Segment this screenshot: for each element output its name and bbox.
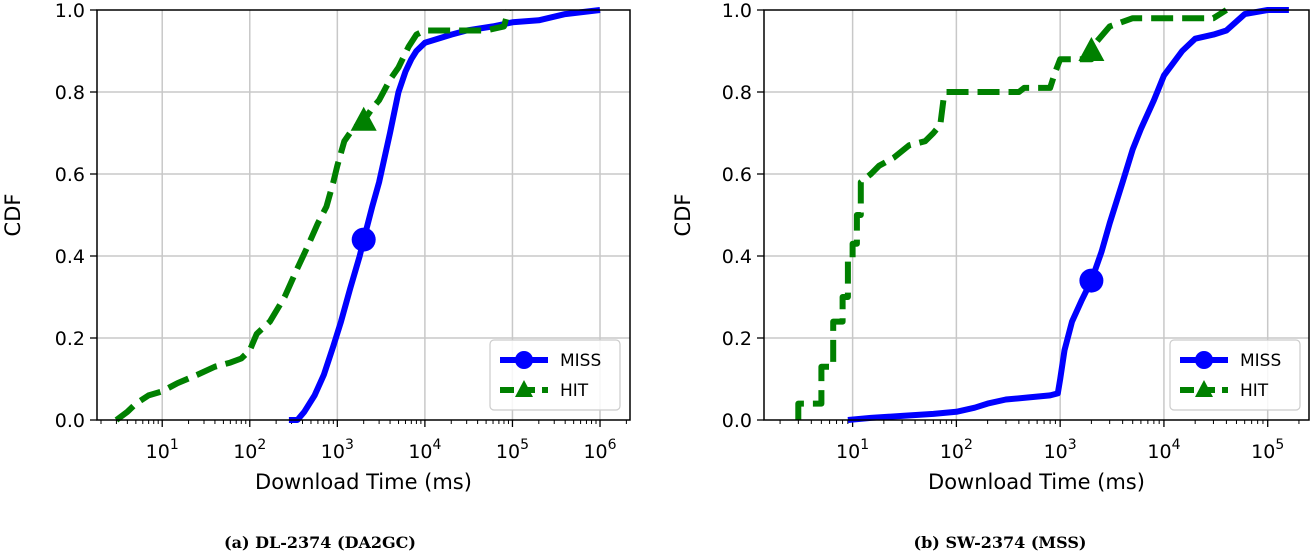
- chart-download-time-cdf-a: 101 102 103 104 105 106 0.0 0.2 0.4 0.6 0.8 1.0 Down…: [1, 0, 631, 494]
- legend-marker-miss: [515, 351, 533, 369]
- x-tick-label: 103: [321, 437, 354, 463]
- x-tick-label: 102: [940, 437, 973, 463]
- series-line-hit: [114, 9, 512, 423]
- y-axis-label: CDF: [671, 194, 695, 237]
- legend-label-miss: MISS: [560, 351, 601, 371]
- x-tick-label: 104: [408, 437, 441, 463]
- y-tick-label: 0.8: [722, 82, 752, 104]
- x-tick-label: 103: [1044, 437, 1077, 463]
- y-tick-label: 0.2: [55, 328, 85, 350]
- x-axis-label: Download Time (ms): [255, 470, 472, 494]
- y-tick-label: 1.0: [55, 0, 85, 22]
- x-axis-label: Download Time (ms): [928, 470, 1145, 494]
- y-axis-label: CDF: [1, 194, 25, 237]
- legend-marker-miss: [1195, 351, 1213, 369]
- y-tick-label: 0.8: [55, 82, 85, 104]
- y-tick-label: 0.4: [722, 246, 752, 268]
- y-tick-label: 0.6: [722, 164, 752, 186]
- series-marker-hit: [1078, 37, 1105, 61]
- caption-a: (a) DL-2374 (DA2GC): [224, 533, 416, 552]
- chart-download-time-cdf-b: 101 102 103 104 105 0.0 0.2 0.4 0.6 0.8 1.0 Downloa…: [671, 0, 1310, 494]
- y-tick-label: 0.0: [55, 410, 85, 432]
- series-marker-hit: [350, 106, 377, 131]
- x-tick-label: 105: [1251, 437, 1284, 463]
- x-tick-label: 101: [146, 437, 179, 463]
- y-tick-label: 0.0: [722, 410, 752, 432]
- plot-frame: [763, 9, 1310, 421]
- y-tick-label: 0.4: [55, 246, 85, 268]
- series-marker-miss: [351, 227, 376, 252]
- legend-label-hit: HIT: [1240, 381, 1269, 401]
- y-tick-label: 0.2: [722, 328, 752, 350]
- x-tick-label: 101: [836, 437, 869, 463]
- y-tick-label: 0.6: [55, 164, 85, 186]
- plot-frame: [96, 9, 631, 421]
- legend: MISS HIT: [1169, 339, 1301, 411]
- legend-marker-hit: [1195, 380, 1213, 397]
- x-tick-label: 106: [583, 437, 616, 463]
- x-tick-label: 104: [1147, 437, 1180, 463]
- x-tick-label: 102: [233, 437, 266, 463]
- legend-label-miss: MISS: [1240, 351, 1281, 371]
- legend-label-hit: HIT: [560, 381, 589, 401]
- caption-b: (b) SW-2374 (MSS): [914, 533, 1087, 552]
- x-tick-label: 105: [496, 437, 529, 463]
- y-tick-label: 1.0: [722, 0, 752, 22]
- legend: MISS HIT: [489, 339, 621, 411]
- legend-marker-hit: [515, 380, 533, 397]
- series-line-hit: [795, 7, 1229, 420]
- series-marker-miss: [1079, 268, 1104, 293]
